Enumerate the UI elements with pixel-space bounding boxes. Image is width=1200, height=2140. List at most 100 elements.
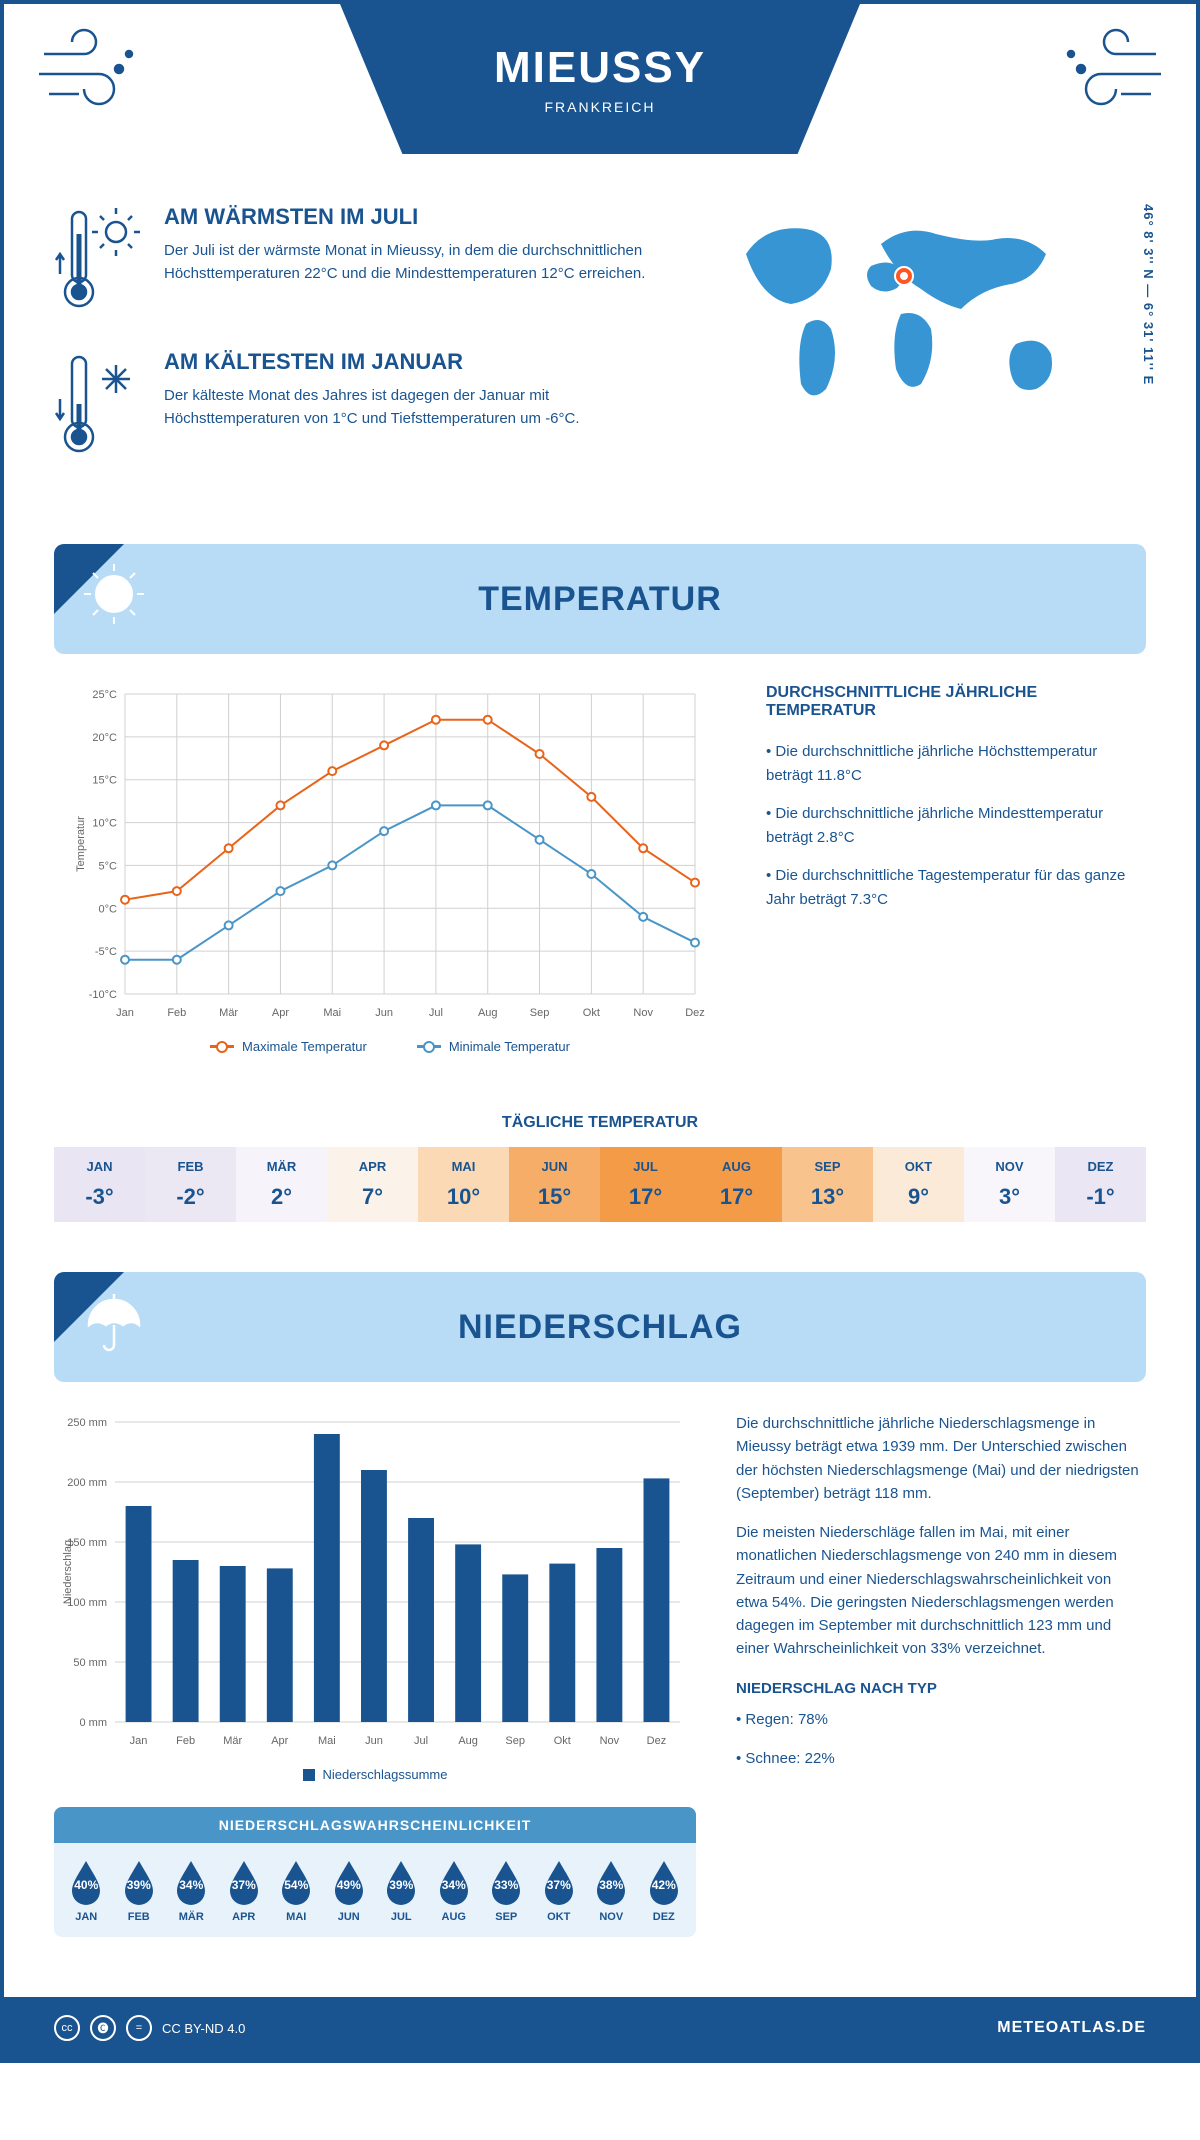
raindrop-icon: 39% — [119, 1857, 159, 1905]
legend-swatch-min — [417, 1045, 441, 1048]
probability-cell: 40% JAN — [60, 1857, 113, 1923]
probability-value: 49% — [337, 1878, 361, 1892]
raindrop-icon: 39% — [381, 1857, 421, 1905]
probability-value: 39% — [127, 1878, 151, 1892]
by-icon: 🅒 — [90, 2015, 116, 2041]
daily-temp-value: -1° — [1055, 1184, 1146, 1210]
umbrella-icon — [79, 1287, 149, 1362]
thermometer-snow-icon — [54, 349, 144, 464]
summary-bullet-1: • Die durchschnittliche jährliche Höchst… — [766, 740, 1146, 788]
daily-month-label: OKT — [873, 1159, 964, 1174]
temperature-line-chart: -10°C-5°C0°C5°C10°C15°C20°C25°CJanFebMär… — [54, 684, 726, 1024]
probability-row: 40% JAN 39% FEB 34% MÄR 37% APR 54% MAI … — [54, 1843, 696, 1937]
svg-text:Jul: Jul — [429, 1007, 443, 1019]
footer-license: cc 🅒 = CC BY-ND 4.0 — [54, 2015, 245, 2041]
daily-temperature-grid: JAN-3°FEB-2°MÄR2°APR7°MAI10°JUN15°JUL17°… — [54, 1147, 1146, 1222]
warmest-fact: AM WÄRMSTEN IM JULI Der Juli ist der wär… — [54, 204, 686, 319]
daily-temp-value: 15° — [509, 1184, 600, 1210]
probability-month: AUG — [428, 1911, 481, 1923]
svg-text:-10°C: -10°C — [89, 989, 117, 1001]
probability-month: FEB — [113, 1911, 166, 1923]
svg-text:Apr: Apr — [271, 1735, 288, 1747]
svg-text:-5°C: -5°C — [95, 946, 117, 958]
daily-month-label: AUG — [691, 1159, 782, 1174]
temperature-summary: DURCHSCHNITTLICHE JÄHRLICHE TEMPERATUR •… — [766, 684, 1146, 1054]
svg-text:25°C: 25°C — [92, 689, 117, 701]
svg-text:Niederschlag: Niederschlag — [62, 1540, 74, 1604]
warmest-text: AM WÄRMSTEN IM JULI Der Juli ist der wär… — [164, 204, 686, 319]
daily-month-label: APR — [327, 1159, 418, 1174]
raindrop-icon: 42% — [644, 1857, 684, 1905]
precipitation-title: NIEDERSCHLAG — [54, 1272, 1146, 1382]
probability-month: JAN — [60, 1911, 113, 1923]
precip-paragraph-2: Die meisten Niederschläge fallen im Mai,… — [736, 1521, 1146, 1661]
daily-temp-value: 9° — [873, 1184, 964, 1210]
svg-text:200 mm: 200 mm — [67, 1477, 107, 1489]
svg-text:Feb: Feb — [167, 1007, 186, 1019]
temperature-title: TEMPERATUR — [54, 544, 1146, 654]
coldest-text: AM KÄLTESTEN IM JANUAR Der kälteste Mona… — [164, 349, 686, 464]
coldest-description: Der kälteste Monat des Jahres ist dagege… — [164, 385, 686, 430]
daily-month-label: JAN — [54, 1159, 145, 1174]
daily-temp-value: -3° — [54, 1184, 145, 1210]
svg-text:Apr: Apr — [272, 1007, 289, 1019]
precip-type-title: NIEDERSCHLAG NACH TYP — [736, 1677, 1146, 1700]
daily-month-label: DEZ — [1055, 1159, 1146, 1174]
title-banner: MIEUSSY FRANKREICH — [340, 4, 860, 154]
footer: cc 🅒 = CC BY-ND 4.0 METEOATLAS.DE — [4, 1997, 1196, 2059]
svg-text:Mär: Mär — [223, 1735, 242, 1747]
raindrop-icon: 34% — [434, 1857, 474, 1905]
location-country: FRANKREICH — [544, 99, 655, 115]
precipitation-bar-chart: 0 mm50 mm100 mm150 mm200 mm250 mmNieders… — [54, 1412, 696, 1752]
daily-temp-cell: OKT 9° — [873, 1147, 964, 1222]
svg-text:0 mm: 0 mm — [80, 1717, 108, 1729]
probability-value: 34% — [442, 1878, 466, 1892]
daily-temp-cell: SEP 13° — [782, 1147, 873, 1222]
svg-text:Jan: Jan — [116, 1007, 134, 1019]
svg-text:Okt: Okt — [554, 1735, 571, 1747]
probability-value: 38% — [599, 1878, 623, 1892]
probability-month: MÄR — [165, 1911, 218, 1923]
probability-month: OKT — [533, 1911, 586, 1923]
intro-section: AM WÄRMSTEN IM JULI Der Juli ist der wär… — [4, 184, 1196, 524]
precipitation-left: 0 mm50 mm100 mm150 mm200 mm250 mmNieders… — [54, 1412, 696, 1937]
daily-temp-cell: NOV3° — [964, 1147, 1055, 1222]
probability-value: 37% — [232, 1878, 256, 1892]
svg-text:250 mm: 250 mm — [67, 1417, 107, 1429]
legend-swatch-max — [210, 1045, 234, 1048]
daily-temp-value: 7° — [327, 1184, 418, 1210]
wind-icon-left — [34, 24, 144, 119]
world-map-icon — [726, 204, 1106, 434]
nd-icon: = — [126, 2015, 152, 2041]
svg-text:Nov: Nov — [633, 1007, 653, 1019]
precipitation-body: 0 mm50 mm100 mm150 mm200 mm250 mmNieders… — [4, 1382, 1196, 1967]
probability-month: DEZ — [638, 1911, 691, 1923]
bar-legend-label: Niederschlagssumme — [323, 1767, 448, 1782]
svg-text:Nov: Nov — [600, 1735, 620, 1747]
legend-min-label: Minimale Temperatur — [449, 1039, 570, 1054]
legend-min: Minimale Temperatur — [417, 1039, 570, 1054]
svg-text:20°C: 20°C — [92, 732, 117, 744]
coldest-title: AM KÄLTESTEN IM JANUAR — [164, 349, 686, 375]
warmest-title: AM WÄRMSTEN IM JULI — [164, 204, 686, 230]
probability-cell: 37% APR — [218, 1857, 271, 1923]
infographic-frame: MIEUSSY FRANKREICH A — [0, 0, 1200, 2063]
probability-month: JUL — [375, 1911, 428, 1923]
precip-paragraph-1: Die durchschnittliche jährliche Niedersc… — [736, 1412, 1146, 1505]
license-text: CC BY-ND 4.0 — [162, 2021, 245, 2036]
daily-temp-cell: APR 7° — [327, 1147, 418, 1222]
probability-value: 54% — [284, 1878, 308, 1892]
daily-month-label: SEP — [782, 1159, 873, 1174]
daily-temp-value: 13° — [782, 1184, 873, 1210]
svg-text:Sep: Sep — [530, 1007, 550, 1019]
svg-text:Dez: Dez — [685, 1007, 705, 1019]
daily-month-label: MÄR — [236, 1159, 327, 1174]
daily-temp-cell: AUG17° — [691, 1147, 782, 1222]
daily-temp-value: 3° — [964, 1184, 1055, 1210]
svg-text:Feb: Feb — [176, 1735, 195, 1747]
daily-temp-cell: MÄR2° — [236, 1147, 327, 1222]
temperature-chart-area: -10°C-5°C0°C5°C10°C15°C20°C25°CJanFebMär… — [54, 684, 726, 1054]
probability-value: 39% — [389, 1878, 413, 1892]
daily-temp-cell: JAN -3° — [54, 1147, 145, 1222]
probability-month: SEP — [480, 1911, 533, 1923]
